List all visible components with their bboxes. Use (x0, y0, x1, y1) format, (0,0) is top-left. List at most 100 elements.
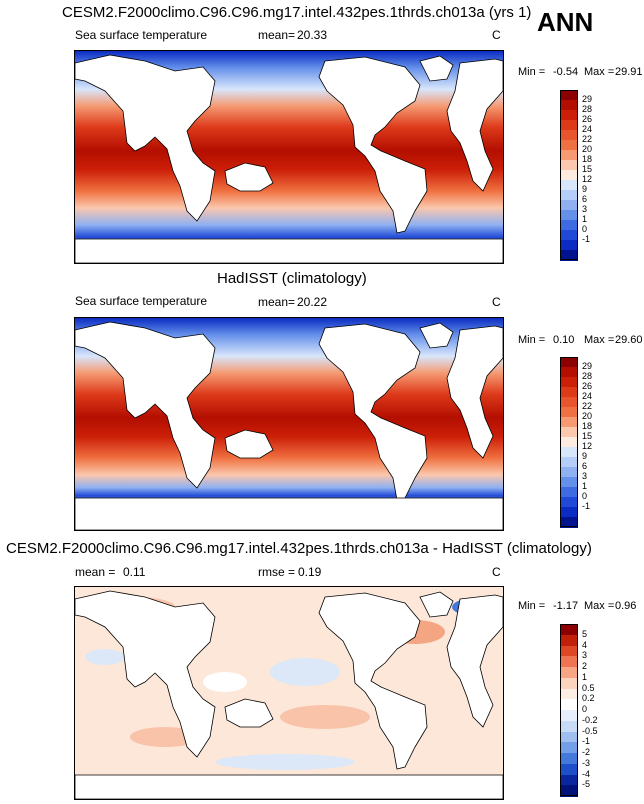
panel3-mean-value: 0.11 (123, 565, 146, 579)
colorbar-tick-label: 29 (582, 361, 593, 371)
colorbar-tick-label: -0.2 (582, 714, 598, 725)
panel1-variable: Sea surface temperature (75, 28, 208, 42)
panel1-mean-label: mean= (258, 28, 296, 42)
colorbar-tick-label: 6 (582, 194, 588, 204)
colorbar-tick-label: 1 (582, 481, 588, 491)
diff-patch (270, 658, 340, 686)
colorbar-swatch (560, 742, 578, 754)
colorbar-swatch (560, 110, 578, 121)
colorbar-tick-label: 3 (582, 471, 588, 481)
colorbar-swatch (560, 517, 578, 528)
panel1-australia (224, 162, 274, 192)
colorbar-swatch (560, 160, 578, 171)
colorbar-swatch (560, 720, 578, 732)
colorbar-swatch (560, 785, 578, 797)
panel1-max-value: 29.91 (615, 66, 643, 78)
panel2-min-value: 0.10 (553, 334, 575, 346)
colorbar-swatch (560, 170, 578, 181)
colorbar-swatch (560, 367, 578, 378)
colorbar-tick-label: 3 (582, 650, 588, 661)
colorbar-swatch (560, 240, 578, 251)
colorbar-swatch (560, 387, 578, 398)
colorbar-swatch (560, 220, 578, 231)
diff-patch (280, 705, 370, 729)
colorbar-swatch (560, 677, 578, 689)
panel3-units: C (492, 565, 501, 579)
colorbar-swatch (560, 377, 578, 388)
panel2-max-value: 29.60 (615, 334, 643, 346)
panel2-europe-africa (446, 325, 503, 459)
colorbar-tick-label: -0.5 (582, 725, 598, 736)
colorbar-border (560, 357, 578, 527)
panel3-title: CESM2.F2000climo.C96.C96.mg17.intel.432p… (6, 540, 592, 557)
colorbar-swatch (560, 427, 578, 438)
colorbar-tick-label: -3 (582, 757, 591, 768)
colorbar-swatch (560, 230, 578, 241)
colorbar-swatch (560, 467, 578, 478)
panel3-rmse-label: rmse = (258, 565, 296, 579)
panel2-map-svg (75, 318, 503, 530)
panel1-min-value: -0.54 (553, 66, 579, 78)
colorbar-tick-label: 0 (582, 704, 588, 714)
panel2-variable: Sea surface temperature (75, 294, 208, 308)
colorbar-swatch (560, 477, 578, 488)
colorbar-swatch (560, 710, 578, 722)
colorbar-swatch (560, 447, 578, 458)
colorbar-tick-label: 6 (582, 461, 588, 471)
colorbar-tick-label: -1 (582, 501, 591, 511)
colorbar-tick-label: 3 (582, 204, 588, 214)
colorbar-swatch (560, 140, 578, 151)
colorbar-tick-label: 22 (582, 134, 593, 144)
colorbar-swatch (560, 250, 578, 261)
colorbar-tick-label: 1 (582, 671, 588, 682)
panel1-greenland (419, 55, 454, 82)
season-label: ANN (537, 7, 594, 37)
colorbar-swatch (560, 457, 578, 468)
colorbar-swatch (560, 407, 578, 418)
panel1-title: CESM2.F2000climo.C96.C96.mg17.intel.432p… (62, 4, 532, 21)
panel2-americas (318, 323, 428, 501)
colorbar-tick-label: -1 (582, 736, 591, 747)
panel2-australia (224, 429, 274, 459)
colorbar-tick-label: 26 (582, 114, 593, 124)
colorbar-swatch (560, 699, 578, 711)
colorbar-swatch (560, 507, 578, 518)
colorbar-tick-label: 28 (582, 104, 593, 114)
diff-patch (203, 672, 247, 692)
colorbar-tick-label: 9 (582, 184, 588, 194)
panel3-max-value: 0.96 (615, 600, 637, 612)
colorbar-tick-label: 18 (582, 421, 593, 431)
colorbar-swatch (560, 417, 578, 428)
colorbar-tick-label: 20 (582, 144, 593, 154)
colorbar-tick-label: 18 (582, 154, 593, 164)
colorbar-swatch (560, 753, 578, 765)
diff-patch (215, 754, 355, 770)
panel3-min-label: Min = (518, 600, 546, 612)
panel1-colorbar: 29 28 26 24 22 20 18 15 12 9 6 3 1 0 -1 (560, 90, 620, 261)
panel1-min-label: Min = (518, 66, 546, 78)
colorbar-tick-label: 0 (582, 224, 588, 234)
colorbar-swatch (560, 150, 578, 161)
colorbar-tick-label: 1 (582, 214, 588, 224)
panel1-eurasia-africa (75, 54, 216, 222)
colorbar-swatch (560, 90, 578, 101)
colorbar-swatch (560, 667, 578, 679)
colorbar-tick-label: 29 (582, 94, 593, 104)
colorbar-swatch (560, 634, 578, 646)
colorbar-tick-label: 12 (582, 174, 593, 184)
colorbar-tick-label: 12 (582, 441, 593, 451)
colorbar-swatch (560, 774, 578, 786)
colorbar-tick-label: 0.2 (582, 693, 595, 704)
colorbar-tick-label: 24 (582, 124, 593, 134)
colorbar-tick-label: 28 (582, 371, 593, 381)
panel3-antarctica (75, 774, 503, 799)
colorbar-tick-label: 26 (582, 381, 593, 391)
panel1-continents (75, 54, 503, 263)
colorbar-swatch (560, 180, 578, 191)
panel3-americas (318, 592, 428, 770)
colorbar-border (560, 624, 578, 796)
colorbar-border (560, 90, 578, 260)
panel2-title: HadISST (climatology) (217, 270, 367, 287)
panel3-eurasia-africa (75, 590, 216, 758)
panel1-americas (318, 56, 428, 234)
